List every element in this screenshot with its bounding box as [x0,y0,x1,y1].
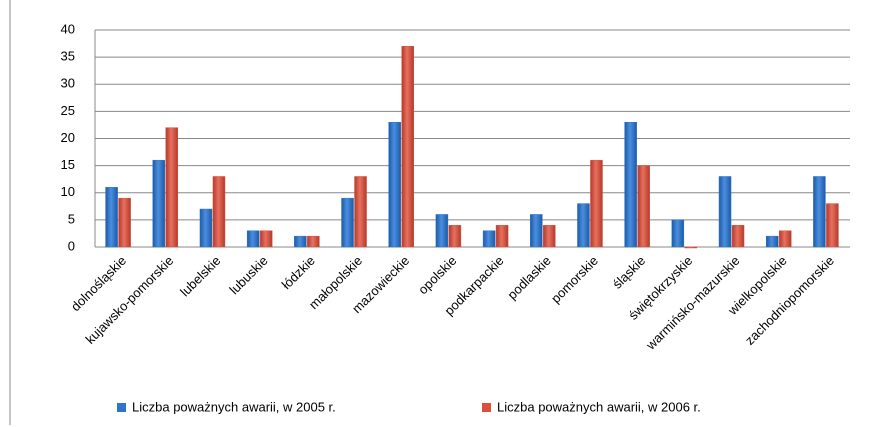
y-tick-label: 35 [61,49,75,64]
legend-label: Liczba poważnych awarii, w 2006 r. [497,399,701,414]
bar [671,219,685,248]
legend-label: Liczba poważnych awarii, w 2005 r. [132,399,336,414]
x-tick-label: lubuskie [226,253,270,297]
x-tick-label: warmińsko-mazurskie [642,253,742,353]
y-tick-label: 40 [61,21,75,36]
bar [199,208,213,248]
bar [624,121,637,248]
x-tick-label: zachodniopomorskie [742,253,837,348]
bar [482,230,496,248]
bar [259,230,273,248]
x-tick-label: śląskie [609,253,648,292]
bar [307,235,320,248]
x-tick-label: opolskie [415,253,459,297]
bar [246,230,260,248]
bar [152,159,166,248]
bar [212,176,226,248]
x-tick-label: kujawsko-pomorskie [82,253,176,347]
bar [448,225,462,248]
bar [388,121,401,248]
x-tick-label: pomorskie [548,253,601,306]
y-tick-label: 15 [61,157,75,172]
bar [826,203,839,248]
bar [495,225,509,248]
bar [435,214,449,248]
bar [341,197,354,248]
bar [105,187,118,248]
bar [731,225,745,248]
legend-swatch [482,403,491,412]
x-tick-label: podlaskie [504,253,553,302]
x-tick-label: lubelskie [177,253,223,299]
legend-swatch [117,403,126,412]
bar [778,230,792,248]
y-tick-label: 25 [61,103,75,118]
bar [118,197,131,248]
bar [684,246,698,249]
bar [294,235,307,248]
bar [401,46,414,248]
bar [813,176,826,248]
bar [590,159,603,248]
y-tick-label: 10 [61,184,75,199]
bar [577,203,590,248]
y-tick-label: 20 [61,130,75,145]
bar [165,127,179,248]
y-tick-label: 30 [61,76,75,91]
bar [543,225,556,248]
bar [765,235,779,248]
bar [637,165,650,248]
x-tick-label: łódzkie [279,253,318,292]
y-tick-label: 0 [68,238,75,253]
bar [354,176,367,248]
bar [530,214,543,248]
y-tick-label: 5 [68,211,75,226]
bar [718,176,732,248]
